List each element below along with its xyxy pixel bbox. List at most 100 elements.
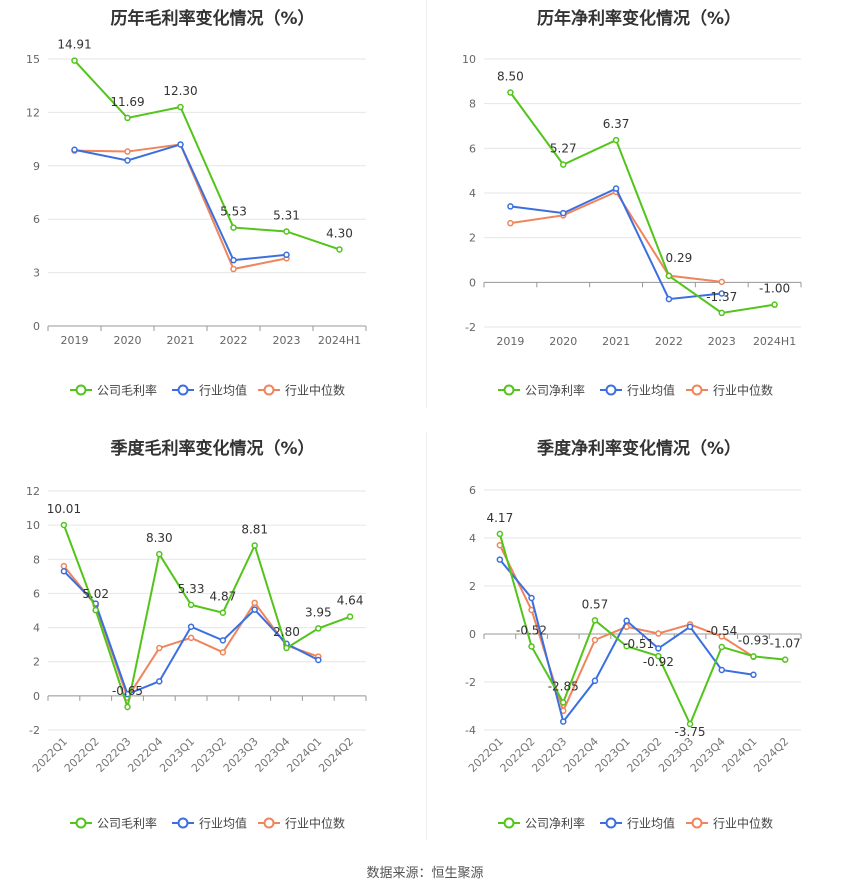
x-tick-label: 2020 (114, 334, 142, 347)
data-label: -0.93 (738, 633, 769, 647)
legend-label: 公司净利率 (525, 383, 585, 398)
data-point-company (187, 601, 195, 609)
y-tick-label: 10 (26, 519, 40, 532)
data-point-company (283, 644, 290, 652)
data-label: 10.01 (47, 502, 81, 516)
legend-label: 行业均值 (627, 816, 675, 831)
data-point-median (718, 633, 725, 640)
data-point-company (219, 609, 227, 616)
data-point-company (283, 228, 290, 235)
y-tick-label: 4 (469, 187, 476, 200)
series-line-avg (74, 143, 287, 262)
series-line-company (498, 533, 786, 727)
y-tick-label: 15 (26, 53, 40, 66)
y-tick-label: 2 (469, 232, 476, 245)
data-point-avg (665, 295, 673, 303)
data-label: 5.27 (550, 142, 577, 156)
legend-label: 行业中位数 (285, 816, 345, 831)
y-tick-label: 6 (33, 213, 40, 226)
y-tick-label: 8 (33, 553, 40, 566)
y-tick-label: 0 (469, 628, 476, 641)
data-point-median (219, 649, 227, 656)
x-tick-label: 2023 (273, 334, 301, 347)
x-tick-label: 2024H1 (318, 334, 361, 347)
data-point-company (771, 301, 778, 308)
legend-marker-avg (605, 384, 617, 396)
y-tick-label: 3 (33, 267, 40, 280)
chart-panel-quarterly-gross-margin: 季度毛利率变化情况（%） -2 0 2 4 6 8 10 12 2022Q1 2022Q2 2022… (0, 432, 425, 847)
data-point-company (560, 161, 567, 168)
data-label: 4.87 (210, 590, 237, 604)
series-line-company (509, 91, 775, 314)
data-point-company (623, 642, 630, 650)
chart-panel-quarterly-net-margin: 季度净利率变化情况（%） -4 -2 0 2 4 6 2022Q1 2022Q2 2022Q3 2… (428, 432, 850, 847)
data-point-company (230, 224, 237, 231)
data-point-avg (71, 146, 78, 154)
chart-svg: -2 0 2 4 6 8 10 2019 2020 2021 2022 2023 2024H1 8.50 5… (462, 53, 802, 398)
data-label: -0.92 (643, 655, 674, 669)
legend-label: 行业均值 (199, 383, 247, 398)
data-point-company (686, 720, 694, 728)
chart-svg: -20246810122022Q12022Q22022Q32022Q42023Q… (26, 485, 367, 831)
data-label: 0.29 (666, 251, 693, 265)
data-point-avg (718, 666, 725, 674)
data-point-company (591, 617, 599, 624)
data-point-company (71, 57, 78, 64)
legend-marker-company (503, 384, 515, 396)
legend-marker-avg (605, 817, 617, 829)
data-label: 5.31 (273, 208, 300, 222)
data-label: 4.30 (326, 226, 353, 240)
data-point-avg (60, 567, 68, 575)
legend-marker-avg (177, 817, 189, 829)
y-tick-label: 4 (33, 622, 40, 635)
data-point-avg (560, 718, 567, 725)
series-line-median (510, 190, 722, 283)
data-point-company (507, 89, 514, 96)
data-point-company (496, 530, 504, 538)
data-label: 8.81 (241, 522, 268, 536)
y-tick-label: 9 (33, 160, 40, 173)
data-point-company (124, 114, 131, 122)
legend-label: 公司净利率 (525, 816, 585, 831)
data-point-median (507, 219, 514, 227)
x-tick-label: 2022 (220, 334, 248, 347)
legend-marker-company (75, 384, 87, 396)
data-point-median (60, 562, 68, 570)
data-label: 4.64 (337, 594, 364, 608)
x-tick-label: 2023 (708, 335, 736, 348)
chart-panel-annual-net-margin: 历年净利率变化情况（%） -2 0 2 4 6 8 10 2019 2020 2021 2022 20… (428, 0, 850, 410)
data-point-avg (718, 290, 725, 297)
data-label: -0.52 (516, 623, 547, 637)
y-tick-label: 0 (33, 690, 40, 703)
legend-marker-avg (177, 384, 189, 396)
panel-divider-top (426, 0, 427, 408)
legend-label: 公司毛利率 (97, 816, 157, 831)
chart-title: 历年净利率变化情况（%） (536, 9, 742, 29)
legend-label: 行业中位数 (713, 816, 773, 831)
y-tick-label: 6 (469, 484, 476, 497)
data-point-median (718, 278, 725, 286)
legend-label: 行业中位数 (285, 383, 345, 398)
data-point-median (187, 634, 195, 642)
chart-panel-annual-gross-margin: 历年毛利率变化情况（%） 0 3 6 9 12 15 2019 2020 2021 2022 202… (0, 0, 425, 410)
data-point-avg (315, 656, 322, 664)
x-tick-label: 2019 (61, 334, 89, 347)
series-line-company (62, 524, 351, 711)
data-point-median (156, 644, 163, 652)
data-point-avg (219, 637, 227, 644)
data-point-company (315, 625, 322, 632)
data-label: 3.95 (305, 605, 332, 619)
data-label: -0.51 (623, 637, 654, 651)
data-label: -3.75 (675, 725, 706, 739)
legend-marker-company (75, 817, 87, 829)
y-tick-label: -2 (465, 321, 476, 334)
data-label: 2.80 (273, 625, 300, 639)
data-point-avg (612, 185, 620, 192)
series-line-company (73, 59, 340, 251)
legend-marker-median (691, 384, 703, 396)
data-point-avg (187, 623, 195, 630)
data-point-avg (560, 209, 567, 217)
legend-label: 行业均值 (627, 383, 675, 398)
data-source-note: 数据来源：恒生聚源 (366, 866, 484, 881)
data-label: -1.00 (759, 282, 790, 296)
